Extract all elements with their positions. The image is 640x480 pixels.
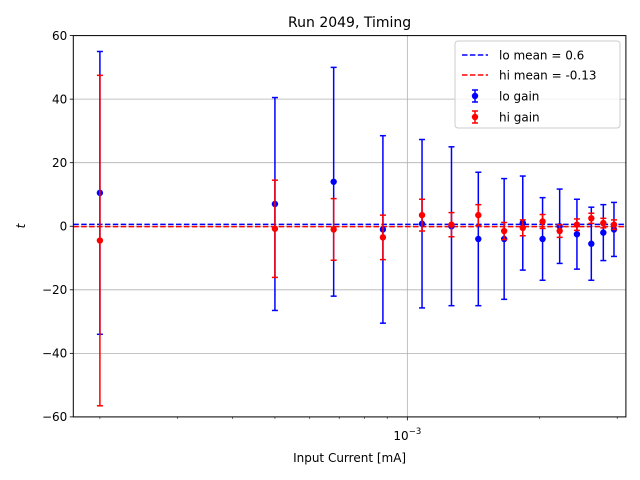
data-point (500, 227, 508, 235)
data-point (475, 235, 482, 243)
data-point (539, 218, 546, 225)
data-point (519, 224, 526, 232)
legend-box (454, 40, 621, 129)
legend-label: lo gain (499, 89, 539, 103)
data-point (96, 237, 104, 244)
data-point (448, 221, 455, 228)
y-tick-label: 0 (60, 220, 68, 234)
y-tick-label: 60 (52, 29, 67, 43)
x-axis-label: Input Current [mA] (293, 451, 406, 465)
data-point (588, 215, 595, 222)
data-series (96, 50, 618, 407)
data-point (600, 219, 607, 227)
data-point (379, 234, 387, 241)
legend-label: lo mean = 0.6 (499, 48, 584, 62)
data-point (539, 235, 546, 243)
data-point (588, 240, 595, 247)
data-point (556, 227, 563, 235)
data-point (573, 230, 581, 238)
y-tick-label: −20 (42, 283, 67, 297)
series-hi-gain (96, 74, 618, 407)
legend: lo mean = 0.6 hi mean = -0.13 lo gain hi ga… (454, 40, 621, 129)
legend-marker (471, 113, 479, 121)
y-tick-label: 40 (52, 92, 67, 106)
y-tick-label: −40 (42, 347, 67, 361)
legend-label: hi gain (499, 110, 540, 124)
data-point (475, 211, 482, 219)
axis-ticks: −60 −40 −20 0 20 40 60 10−3 (42, 29, 618, 443)
data-point (600, 229, 607, 236)
data-point (573, 221, 581, 228)
legend-label: hi mean = -0.13 (499, 68, 597, 82)
y-axis-label: t (14, 222, 28, 228)
data-point (330, 178, 337, 185)
reference-lines (73, 223, 626, 228)
data-point (610, 221, 618, 228)
legend-marker (471, 92, 479, 100)
y-tick-label: 20 (52, 156, 67, 170)
x-tick-label: 10−3 (393, 427, 421, 443)
data-point (330, 226, 337, 233)
y-tick-label: −60 (42, 410, 67, 424)
data-point (418, 211, 426, 219)
chart-title: Run 2049, Timing (288, 15, 411, 31)
data-point (271, 225, 279, 232)
